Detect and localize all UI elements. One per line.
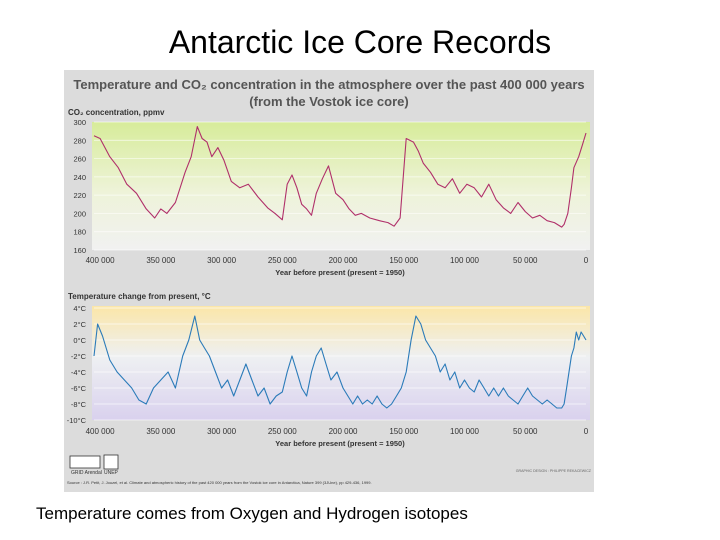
temperature-y-tick-label: -8°C	[71, 400, 87, 409]
temperature-x-tick-label: 0	[584, 427, 589, 436]
temperature-x-tick-label: 350 000	[146, 427, 175, 436]
temperature-x-axis-label: Year before present (present = 1950)	[275, 439, 405, 448]
co2-x-tick-label: 0	[584, 256, 589, 265]
temperature-y-tick-label: 4°C	[73, 304, 86, 313]
figure-subtitle: (from the Vostok ice core)	[249, 94, 409, 109]
co2-x-axis-label: Year before present (present = 1950)	[275, 268, 405, 277]
co2-y-tick-label: 180	[73, 228, 86, 237]
co2-x-tick-label: 350 000	[146, 256, 175, 265]
graphic-credit: GRAPHIC DESIGN : PHILIPPE REKACEWICZ	[516, 469, 592, 473]
co2-y-tick-label: 260	[73, 155, 86, 164]
co2-y-tick-label: 300	[73, 118, 86, 127]
temperature-y-tick-label: -6°C	[71, 384, 87, 393]
grid-logo: GRID Arendal	[71, 470, 102, 476]
slide-title: Antarctic Ice Core Records	[168, 24, 552, 60]
temperature-x-tick-label: 200 000	[329, 427, 358, 436]
co2-x-tick-label: 400 000	[86, 256, 115, 265]
temperature-x-tick-label: 250 000	[268, 427, 297, 436]
co2-x-tick-label: 250 000	[268, 256, 297, 265]
figure-title: Temperature and CO₂ concentration in the…	[73, 77, 585, 92]
temperature-y-tick-label: -4°C	[71, 368, 87, 377]
co2-y-tick-label: 240	[73, 173, 86, 182]
unep-logo: UNEP	[104, 470, 119, 476]
co2-x-tick-label: 100 000	[450, 256, 479, 265]
temperature-x-tick-label: 50 000	[513, 427, 538, 436]
temperature-x-tick-label: 300 000	[207, 427, 236, 436]
temperature-y-tick-label: 2°C	[73, 320, 86, 329]
temperature-x-tick-label: 100 000	[450, 427, 479, 436]
temperature-y-tick-label: 0°C	[73, 336, 86, 345]
temperature-x-tick-label: 400 000	[86, 427, 115, 436]
co2-axis-title: CO₂ concentration, ppmv	[68, 108, 165, 117]
co2-y-tick-label: 200	[73, 209, 86, 218]
co2-x-tick-label: 300 000	[207, 256, 236, 265]
logos: GRID Arendal UNEP	[69, 454, 119, 476]
co2-plot-background	[92, 122, 590, 250]
caption: Temperature comes from Oxygen and Hydrog…	[36, 504, 468, 523]
temperature-plot-background	[92, 306, 590, 420]
source-note: Source : J.R. Petit, J. Jouzel, et al. C…	[67, 480, 372, 485]
temperature-x-tick-label: 150 000	[389, 427, 418, 436]
temperature-axis-title: Temperature change from present, °C	[68, 292, 211, 301]
co2-x-tick-label: 50 000	[513, 256, 538, 265]
co2-x-tick-label: 150 000	[389, 256, 418, 265]
co2-y-tick-label: 160	[73, 246, 86, 255]
co2-y-tick-label: 280	[73, 136, 86, 145]
temperature-panel: Temperature change from present, °C 4°C 2°…	[67, 292, 589, 448]
chart-figure: Temperature and CO₂ concentration in the…	[64, 70, 594, 492]
co2-series-line	[93, 126, 587, 228]
temperature-series-line	[93, 315, 587, 409]
temperature-y-tick-label: -2°C	[71, 352, 87, 361]
temperature-y-tick-label: -10°C	[67, 416, 87, 425]
co2-y-tick-label: 220	[73, 191, 86, 200]
co2-x-tick-label: 200 000	[329, 256, 358, 265]
